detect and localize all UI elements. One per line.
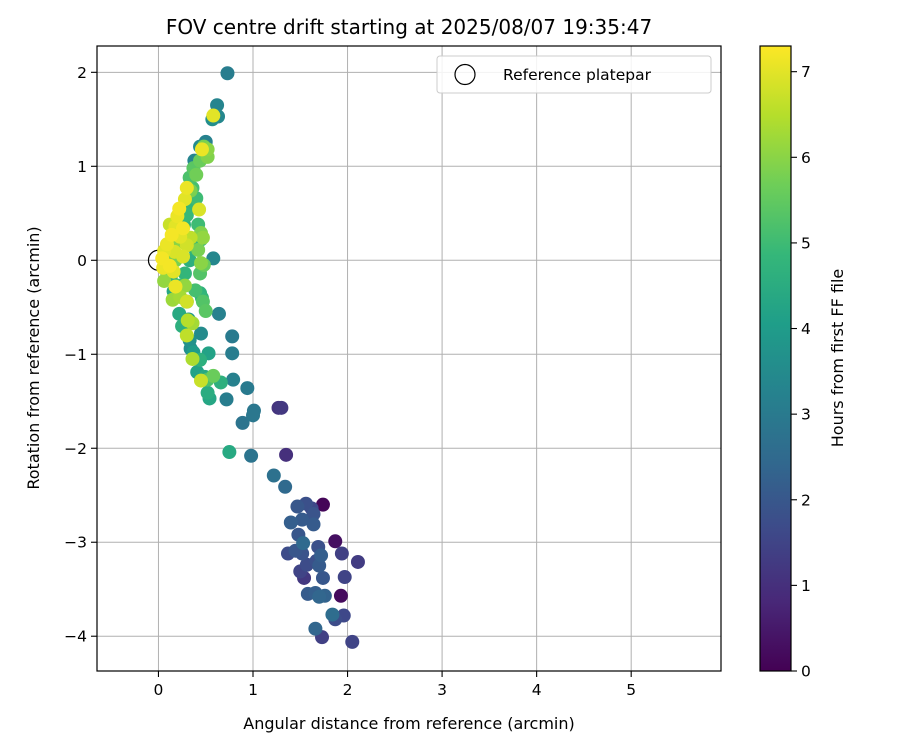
scatter-point	[164, 227, 179, 242]
y-tick-label: 0	[77, 252, 87, 270]
scatter-point	[180, 313, 195, 328]
scatter-point	[312, 558, 327, 573]
scatter-point	[274, 400, 289, 415]
y-tick-label: 1	[77, 158, 87, 176]
x-tick-label: 1	[248, 681, 258, 699]
scatter-point	[350, 554, 365, 569]
scatter-point	[314, 548, 329, 563]
scatter-point	[240, 381, 255, 396]
x-tick-label: 2	[343, 681, 353, 699]
scatter-point	[211, 306, 226, 321]
x-tick-label: 5	[626, 681, 636, 699]
colorbar-tick-label: 6	[801, 149, 811, 167]
scatter-point	[306, 507, 321, 522]
x-tick-label: 4	[532, 681, 542, 699]
colorbar-gradient	[760, 46, 791, 671]
scatter-point	[198, 304, 213, 319]
grid-lines	[97, 46, 721, 671]
y-tick-label: −2	[64, 440, 87, 458]
scatter-point	[206, 368, 221, 383]
scatter-point	[179, 294, 194, 309]
legend-frame	[436, 55, 712, 94]
colorbar-ticks: 0 1 2 3 4 5 6 7	[791, 63, 811, 681]
colorbar-tick-label: 7	[801, 63, 811, 81]
scatter-point	[345, 634, 360, 649]
colorbar-label: Hours from first FF file	[828, 269, 847, 448]
chart-title: FOV centre drift starting at 2025/08/07 …	[166, 15, 652, 39]
scatter-point	[328, 534, 343, 549]
scatter-point	[191, 242, 206, 257]
colorbar-tick-label: 1	[801, 577, 811, 595]
colorbar-tick-label: 4	[801, 320, 811, 338]
x-axis-ticks: 0 1 2 3 4 5	[154, 671, 636, 699]
scatter-point	[315, 570, 330, 585]
scatter-point	[179, 328, 194, 343]
scatter-point	[225, 346, 240, 361]
scatter-point	[168, 279, 183, 294]
scatter-point	[334, 546, 349, 561]
scatter-point	[290, 499, 305, 514]
scatter-point	[266, 468, 281, 483]
scatter-point	[244, 448, 259, 463]
scatter-point	[194, 256, 208, 271]
scatter-point	[295, 512, 310, 527]
y-tick-label: −4	[64, 628, 87, 646]
legend-entry-reference: Reference platepar	[503, 66, 652, 84]
scatter-point	[185, 351, 200, 366]
scatter-point	[296, 536, 311, 551]
scatter-point	[278, 479, 293, 494]
colorbar-tick-label: 5	[801, 234, 811, 252]
scatter-point	[246, 408, 260, 423]
x-axis-label: Angular distance from reference (arcmin)	[243, 714, 574, 733]
colorbar-tick-label: 0	[801, 663, 811, 681]
scatter-point	[312, 589, 327, 604]
legend-marker-reference	[454, 63, 476, 86]
scatter-point	[306, 517, 321, 532]
scatter-point	[333, 588, 348, 603]
x-tick-label: 3	[437, 681, 447, 699]
scatter-point	[315, 497, 330, 512]
scatter-point	[219, 392, 234, 407]
y-axis-ticks: −4 −3 −2 −1 0 1 2	[64, 64, 97, 646]
colorbar-tick-label: 2	[801, 491, 811, 509]
scatter-point	[283, 515, 298, 530]
x-tick-label: 0	[154, 681, 164, 699]
scatter-point	[279, 447, 294, 462]
scatter-point	[337, 570, 352, 585]
scatter-point	[194, 142, 209, 157]
scatter-point	[192, 202, 207, 217]
scatter-point	[194, 373, 208, 388]
scatter-points	[155, 66, 365, 649]
y-axis-label: Rotation from reference (arcmin)	[24, 226, 43, 489]
scatter-point	[220, 66, 235, 81]
scatter-point	[200, 385, 215, 400]
scatter-point	[157, 273, 172, 288]
y-tick-label: −1	[64, 346, 87, 364]
colorbar-frame	[759, 45, 792, 672]
colorbar-tick-label: 3	[801, 406, 811, 424]
scatter-point	[179, 180, 194, 195]
scatter-point	[189, 167, 204, 182]
legend: Reference platepar	[436, 55, 712, 94]
scatter-point	[176, 249, 191, 264]
scatter-point	[308, 621, 323, 636]
scatter-point	[325, 607, 340, 622]
scatter-point	[176, 221, 191, 236]
scatter-point	[172, 201, 187, 216]
scatter-point	[206, 108, 221, 123]
plot-frame	[96, 45, 722, 672]
scatter-point	[235, 415, 250, 430]
scatter-point	[194, 326, 208, 341]
scatter-point	[226, 372, 241, 387]
scatter-point	[225, 329, 240, 344]
y-tick-label: −3	[64, 534, 87, 552]
scatter-point	[195, 230, 210, 245]
scatter-point	[222, 445, 237, 460]
colorbar: 0 1 2 3 4 5 6 7 Hours from first FF file	[759, 45, 847, 681]
scatter-point	[162, 258, 177, 273]
y-tick-label: 2	[77, 64, 87, 82]
scatter-point	[188, 283, 203, 298]
scatter-point	[177, 266, 192, 281]
